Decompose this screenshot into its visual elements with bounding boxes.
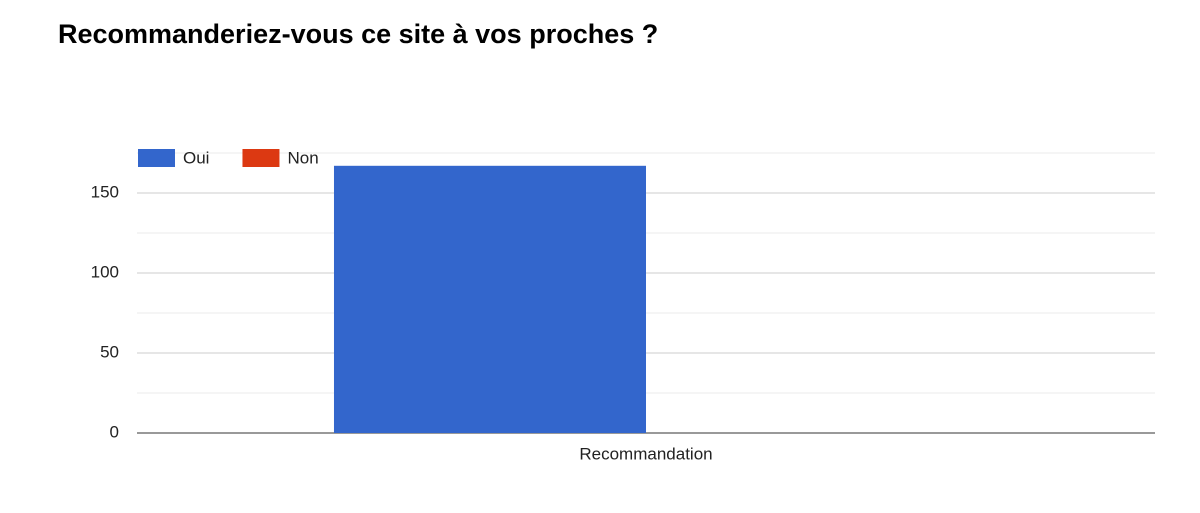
y-tick-label: 100 — [91, 262, 119, 281]
legend-label: Non — [287, 148, 318, 167]
chart-title: Recommanderiez-vous ce site à vos proche… — [58, 19, 658, 49]
x-tick-label: Recommandation — [579, 444, 712, 463]
bar — [333, 165, 646, 434]
legend-label: Oui — [183, 148, 209, 167]
y-tick-label: 50 — [100, 342, 119, 361]
legend-swatch — [242, 149, 280, 167]
y-tick-label: 0 — [110, 422, 119, 441]
legend-swatch — [138, 149, 175, 167]
y-tick-label: 150 — [91, 182, 119, 201]
